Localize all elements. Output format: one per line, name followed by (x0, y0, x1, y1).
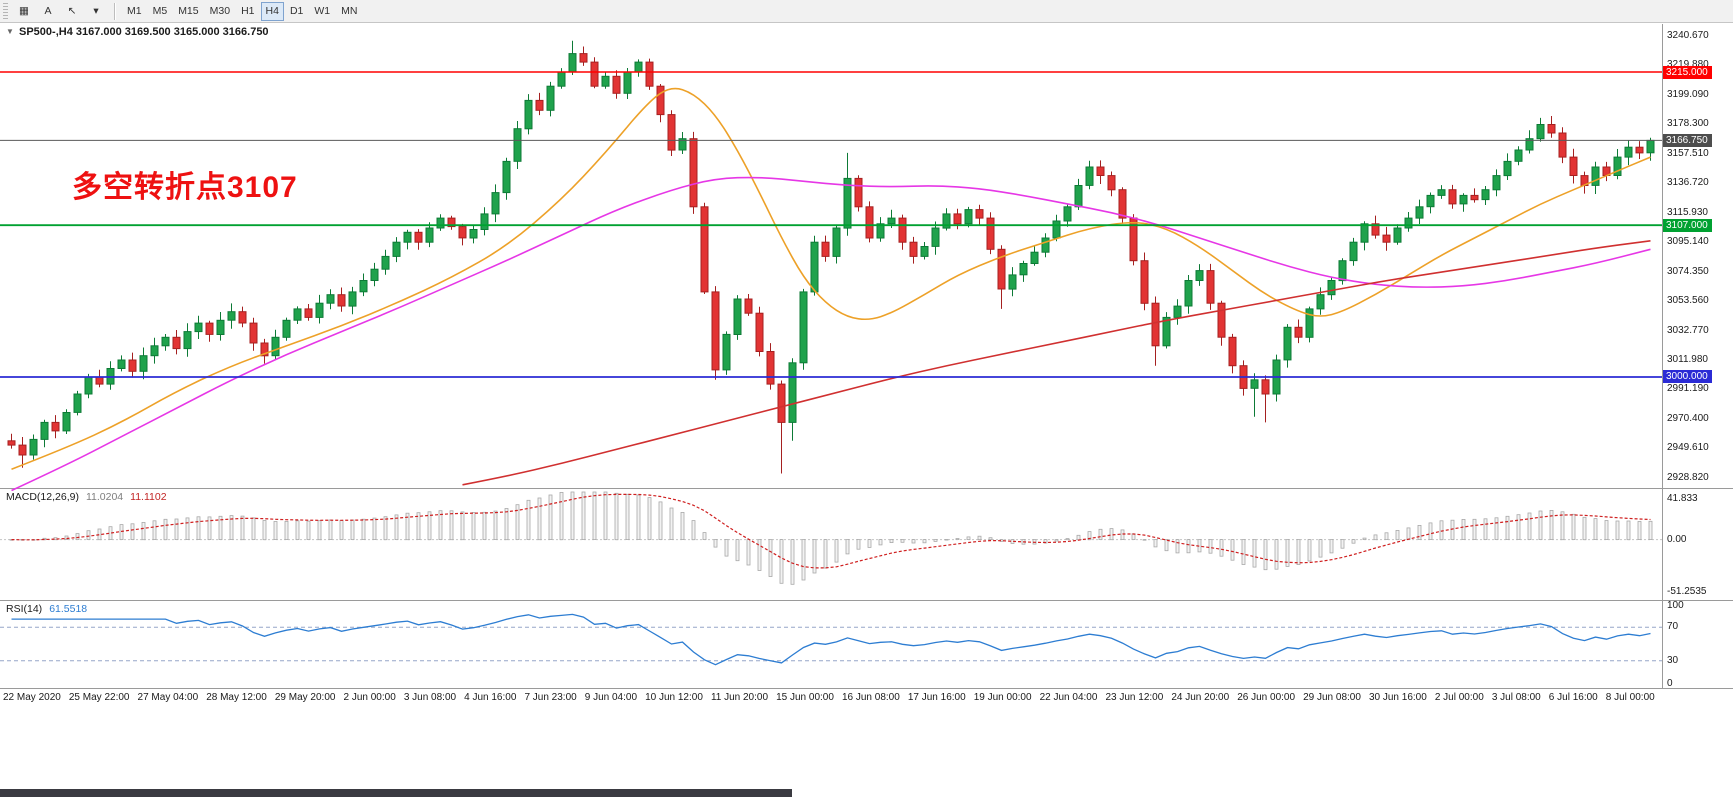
time-axis-label: 25 May 22:00 (68, 692, 130, 703)
time-axis-label: 2 Jul 00:00 (1434, 692, 1484, 703)
macd-signal-value: 11.1102 (130, 491, 167, 503)
macd-indicator-label: MACD(12,26,9) 11.0204 11.1102 (6, 491, 171, 503)
time-axis[interactable]: 22 May 2020 25 May 22:00 27 May 04:00 28 Ma… (3, 692, 1655, 703)
time-axis-label: 27 May 04:00 (137, 692, 199, 703)
price-axis-label: 2970.400 (1667, 413, 1709, 424)
pivot-annotation-text: 多空转折点3107 (72, 171, 298, 204)
price-axis-label: 3219.880 (1667, 59, 1709, 70)
rsi-axis-label: 70 (1667, 621, 1679, 632)
price-axis-label: 3095.140 (1667, 236, 1709, 247)
chart-collapse-icon[interactable]: ▼ (6, 27, 14, 36)
price-axis-label: 3157.510 (1667, 148, 1709, 159)
price-axis-label: 2949.610 (1667, 442, 1709, 453)
ma-orange-line (11, 87, 1651, 470)
price-axis-label: 3178.300 (1667, 118, 1709, 129)
rsi-name: RSI(14) (6, 603, 43, 615)
macd-axis-label: -51.2535 (1667, 586, 1707, 597)
candlesticks (7, 40, 1655, 474)
text-label-button[interactable]: A (37, 2, 59, 21)
toolbar: ▦ A ↖ ▾ M1 M5 M15 M30 H1 H4 D1 W1 MN (0, 0, 1733, 23)
rsi-axis-label: 0 (1667, 678, 1673, 689)
cursor-dropdown-caret[interactable]: ▾ (85, 2, 107, 21)
timeframe-h4-button[interactable]: H4 (260, 1, 284, 21)
time-axis-label: 28 May 12:00 (206, 692, 267, 703)
macd-main-value: 11.0204 (85, 491, 124, 503)
price-axis-label: 2928.820 (1667, 472, 1709, 483)
macd-histogram (9, 491, 1653, 585)
price-axis-label: 3199.090 (1667, 89, 1709, 100)
time-axis-label: 7 Jun 23:00 (524, 692, 577, 703)
price-axis-label: 3053.560 (1667, 295, 1709, 306)
price-axis-label: 3115.930 (1667, 207, 1708, 218)
price-axis-label: 3240.670 (1667, 30, 1709, 41)
ma-red-line (462, 240, 1651, 486)
toolbar-drag-handle[interactable] (3, 3, 8, 19)
timeframe-mn-button[interactable]: MN (336, 2, 362, 21)
time-axis-label: 29 Jun 08:00 (1303, 692, 1361, 703)
toolbar-separator (114, 2, 115, 20)
timeframe-d1-button[interactable]: D1 (285, 2, 308, 21)
time-axis-label: 24 Jun 20:00 (1171, 692, 1230, 703)
macd-signal-line (11, 493, 1651, 569)
price-axis-label: 3136.720 (1667, 177, 1709, 188)
price-axis-label: 2991.190 (1667, 383, 1709, 394)
current-price-tag: 3166.750 (1663, 134, 1712, 147)
price-axis-label: 3074.350 (1667, 266, 1709, 277)
time-axis-label: 10 Jun 12:00 (645, 692, 703, 703)
timeframe-h1-button[interactable]: H1 (236, 2, 259, 21)
price-axis-label: 3032.770 (1667, 325, 1709, 336)
chart-window-icon[interactable]: ▦ (13, 2, 35, 21)
price-axis-label: 3011.980 (1667, 354, 1708, 365)
timeframe-w1-button[interactable]: W1 (309, 2, 335, 21)
time-axis-label: 23 Jun 12:00 (1105, 692, 1164, 703)
rsi-axis-label: 100 (1667, 600, 1684, 611)
time-axis-label: 16 Jun 08:00 (841, 692, 900, 703)
rsi-axis-label: 30 (1667, 655, 1679, 666)
rsi-value: 61.5518 (49, 603, 88, 615)
time-axis-label: 3 Jul 08:00 (1491, 692, 1541, 703)
time-axis-label: 17 Jun 16:00 (907, 692, 966, 703)
rsi-line (11, 613, 1651, 666)
ma-magenta-line (11, 176, 1651, 492)
time-axis-label: 15 Jun 00:00 (776, 692, 834, 703)
time-axis-label: 3 Jun 08:00 (403, 692, 457, 703)
timeframe-m1-button[interactable]: M1 (122, 2, 147, 21)
rsi-indicator-label: RSI(14) 61.5518 (6, 603, 92, 615)
macd-name: MACD(12,26,9) (6, 491, 79, 503)
tool-button-group: ▦ A ↖ ▾ (13, 2, 107, 21)
resistance-price-tag: 3215.000 (1663, 66, 1712, 79)
time-axis-label: 22 May 2020 (3, 692, 61, 703)
timeframe-button-group: M1 M5 M15 M30 H1 H4 D1 W1 MN (122, 1, 362, 21)
macd-axis-label: 41.833 (1667, 493, 1698, 504)
time-axis-label: 19 Jun 00:00 (973, 692, 1032, 703)
chart-title: SP500-,H4 3167.000 3169.500 3165.000 316… (19, 26, 269, 38)
time-axis-label: 26 Jun 00:00 (1237, 692, 1296, 703)
time-axis-label: 11 Jun 20:00 (710, 692, 769, 703)
time-axis-label: 8 Jul 00:00 (1605, 692, 1655, 703)
macd-axis-label: 0.00 (1667, 534, 1687, 545)
time-axis-label: 29 May 20:00 (274, 692, 336, 703)
pivot-price-tag: 3107.000 (1663, 219, 1712, 232)
timeframe-m30-button[interactable]: M30 (205, 2, 235, 21)
timeframe-m15-button[interactable]: M15 (173, 2, 203, 21)
support-price-tag: 3000.000 (1663, 370, 1712, 383)
time-axis-label: 30 Jun 16:00 (1368, 692, 1427, 703)
timeframe-m5-button[interactable]: M5 (148, 2, 173, 21)
time-axis-label: 2 Jun 00:00 (343, 692, 396, 703)
cursor-tool-button[interactable]: ↖ (61, 2, 83, 21)
time-axis-label: 9 Jun 04:00 (584, 692, 638, 703)
bottom-dark-strip (0, 789, 792, 797)
time-axis-label: 22 Jun 04:00 (1039, 692, 1098, 703)
time-axis-label: 6 Jul 16:00 (1548, 692, 1598, 703)
time-axis-label: 4 Jun 16:00 (464, 692, 517, 703)
